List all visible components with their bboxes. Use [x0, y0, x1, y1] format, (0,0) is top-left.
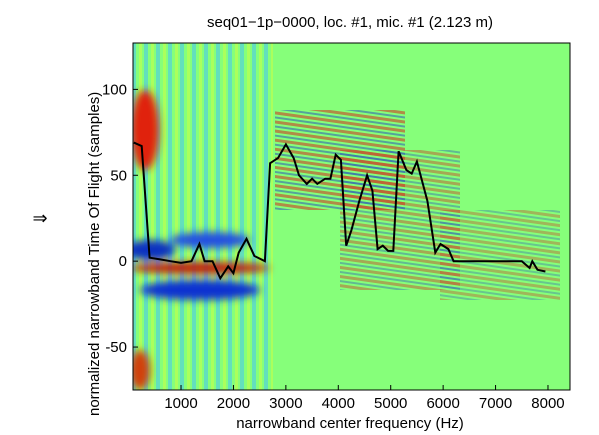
line: [133, 141, 546, 281]
y-tick-label: 100: [102, 81, 127, 98]
y-tick-label: -50: [105, 339, 127, 356]
chart-title: seq01−1p−0000, loc. #1, mic. #1 (2.123 m…: [207, 14, 493, 31]
plot-frame: [132, 42, 571, 391]
x-tick-label: 6000: [426, 395, 459, 412]
annotation: ⇒: [32, 208, 47, 228]
y-axis-label: normalized narrowband Time Of Flight (sa…: [86, 92, 103, 416]
y-tick-label: 0: [119, 253, 127, 270]
x-tick-label: 2000: [217, 395, 250, 412]
x-tick-label: 1000: [164, 395, 197, 412]
x-axis-label: narrowband center frequency (Hz): [236, 415, 464, 432]
x-tick-label: 8000: [531, 395, 564, 412]
x-tick-label: 4000: [322, 395, 355, 412]
y-tick-label: 50: [110, 167, 127, 184]
x-tick-label: 7000: [479, 395, 512, 412]
x-tick-label: 3000: [269, 395, 302, 412]
heatmap: [133, 43, 570, 390]
x-tick-label: 5000: [374, 395, 407, 412]
